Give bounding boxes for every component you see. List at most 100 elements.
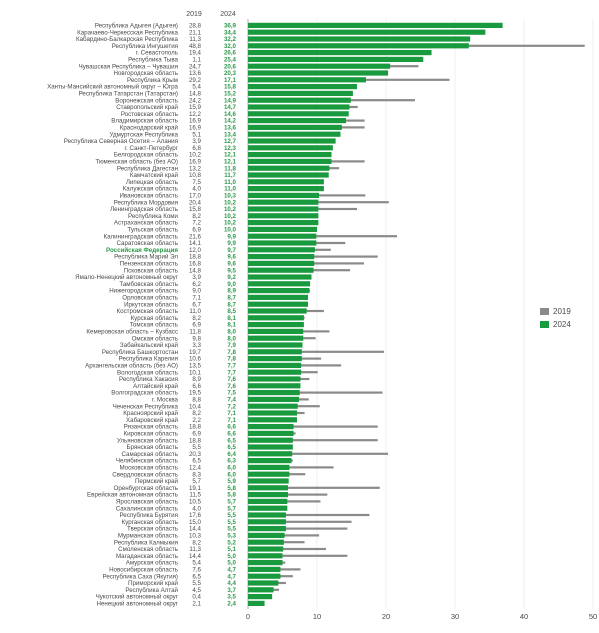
bar-2024 — [248, 390, 300, 396]
bar-2024 — [248, 478, 289, 484]
value-2019-label: 20,4 — [189, 199, 202, 206]
value-2024-label: 8,0 — [227, 335, 236, 342]
row-label: г. Севастополь — [136, 50, 178, 57]
bar-2024 — [248, 172, 329, 178]
value-2024-label: 7,1 — [227, 417, 236, 424]
value-2019-label: 19,4 — [189, 50, 202, 57]
value-2019-label: 12,2 — [189, 111, 202, 118]
bar-2024 — [248, 84, 358, 90]
chart-row: Курская область 8,2 8,1 — [131, 315, 305, 322]
bar-2024 — [248, 145, 333, 151]
bar-2024 — [248, 532, 285, 538]
bar-2024 — [248, 97, 351, 103]
row-label: Кабардино-Балкарская Республика — [76, 36, 179, 43]
legend-swatch-2019 — [540, 308, 549, 315]
row-label: Республика Ингушетия — [112, 43, 178, 50]
value-2024-label: 10,0 — [224, 227, 237, 234]
row-label: Ивановская область — [119, 193, 178, 200]
row-label: Карачаево-Черкесская Республика — [77, 29, 178, 36]
value-2019-label: 18,8 — [189, 424, 202, 431]
value-2024-label: 8,7 — [227, 301, 236, 308]
value-2024-label: 6,0 — [227, 465, 236, 472]
bar-2024 — [248, 356, 302, 362]
value-2019-label: 19,7 — [189, 349, 202, 356]
chart-row: Чукотский автономный округ 0,4 3,5 — [96, 594, 273, 601]
bar-2024 — [248, 158, 332, 164]
x-tick-label: 20 — [382, 612, 390, 621]
chart-row: Волгоградская область 19,5 7,5 — [111, 390, 383, 397]
row-label: Республика Саха (Якутия) — [102, 573, 178, 580]
value-2024-label: 8,5 — [227, 308, 236, 315]
row-label: Томская область — [130, 322, 178, 329]
bar-2024 — [248, 573, 281, 579]
value-2024-label: 9,0 — [227, 281, 236, 288]
bar-2024 — [248, 50, 432, 56]
value-2019-label: 9,0 — [192, 288, 201, 295]
bar-2024 — [248, 220, 319, 226]
value-2024-label: 14,2 — [224, 118, 237, 125]
row-label: Ханты-Мансийский автономный округ – Югра — [47, 84, 178, 91]
value-2019-label: 9,8 — [192, 335, 201, 342]
chart-row: Омская область 9,8 8,0 — [132, 335, 316, 342]
bar-2024 — [248, 410, 297, 416]
row-label: Курская область — [131, 315, 178, 322]
value-2019-label: 2,2 — [192, 417, 201, 424]
header-2024: 2024 — [220, 11, 236, 18]
chart-row: Смоленская область 11,3 5,1 — [118, 546, 326, 553]
row-label: Ростовская область — [121, 111, 178, 118]
value-2024-label: 5,7 — [227, 499, 236, 506]
row-label: Республика Коми — [128, 213, 179, 220]
value-2024-label: 6,5 — [227, 437, 236, 444]
value-2019-label: 18,8 — [189, 254, 202, 261]
row-label: г. Москва — [152, 397, 179, 404]
value-2024-label: 7,7 — [227, 369, 236, 376]
value-2024-label: 6,0 — [227, 471, 236, 478]
chart-row: Костромская область 11,0 8,5 — [117, 308, 324, 315]
chart-row: Чеченская Республика 10,4 7,2 — [113, 403, 320, 410]
value-2019-label: 13,5 — [189, 363, 202, 370]
value-2019-label: 8,2 — [192, 410, 201, 417]
value-2019-label: 3,9 — [192, 274, 201, 281]
value-2024-label: 11,8 — [224, 165, 236, 172]
bar-2024 — [248, 376, 301, 382]
chart-row: Республика Мордовия 20,4 10,2 — [114, 199, 389, 206]
bar-2024 — [248, 165, 330, 171]
row-label: Алтайский край — [133, 383, 178, 390]
chart-row: Камчатский край 10,8 11,7 — [130, 172, 329, 179]
bar-2024 — [248, 512, 286, 518]
bar-2024 — [248, 553, 283, 559]
value-2024-label: 5,3 — [227, 533, 236, 540]
value-2024-label: 7,6 — [227, 383, 236, 390]
bar-2019 — [248, 547, 326, 551]
row-label: Республика Башкортостан — [102, 349, 178, 356]
bar-2024 — [248, 458, 292, 464]
value-2024-label: 5,7 — [227, 505, 236, 512]
chart-row: Амурская область 5,4 5,0 — [126, 560, 286, 567]
value-2019-label: 6,5 — [192, 573, 201, 580]
bar-2024 — [248, 519, 286, 525]
value-2024-label: 9,6 — [227, 261, 236, 268]
value-2024-label: 4,7 — [227, 573, 236, 580]
bar-2024 — [248, 566, 281, 572]
bar-2024 — [248, 471, 290, 477]
value-2019-label: 10,1 — [189, 369, 202, 376]
value-2019-label: 7,6 — [192, 567, 201, 574]
row-label: Ставропольский край — [116, 104, 178, 111]
row-label: Архангельская область (без АО) — [85, 363, 178, 370]
x-axis: 0 10 20 30 40 50 — [246, 612, 597, 621]
value-2019-label: 5,4 — [192, 560, 201, 567]
chart-row: Республика Башкортостан 19,7 7,8 — [102, 349, 384, 356]
value-2024-label: 11,7 — [224, 172, 236, 179]
bar-2024 — [248, 294, 309, 300]
chart-row: Новосибирская область 7,6 4,7 — [109, 566, 301, 574]
value-2024-label: 6,3 — [227, 458, 236, 465]
chart-row: Пензенская область 16,8 9,6 — [120, 261, 364, 268]
value-2019-label: 12,0 — [189, 247, 202, 254]
value-2019-label: 14,8 — [189, 267, 202, 274]
value-2019-label: 20,3 — [189, 451, 202, 458]
row-label: Калининградская область — [103, 233, 178, 240]
row-label: Нижегородская область — [109, 288, 178, 295]
bar-2024 — [248, 199, 319, 205]
value-2024-label: 8,7 — [227, 295, 236, 302]
value-2024-label: 14,7 — [224, 104, 237, 111]
